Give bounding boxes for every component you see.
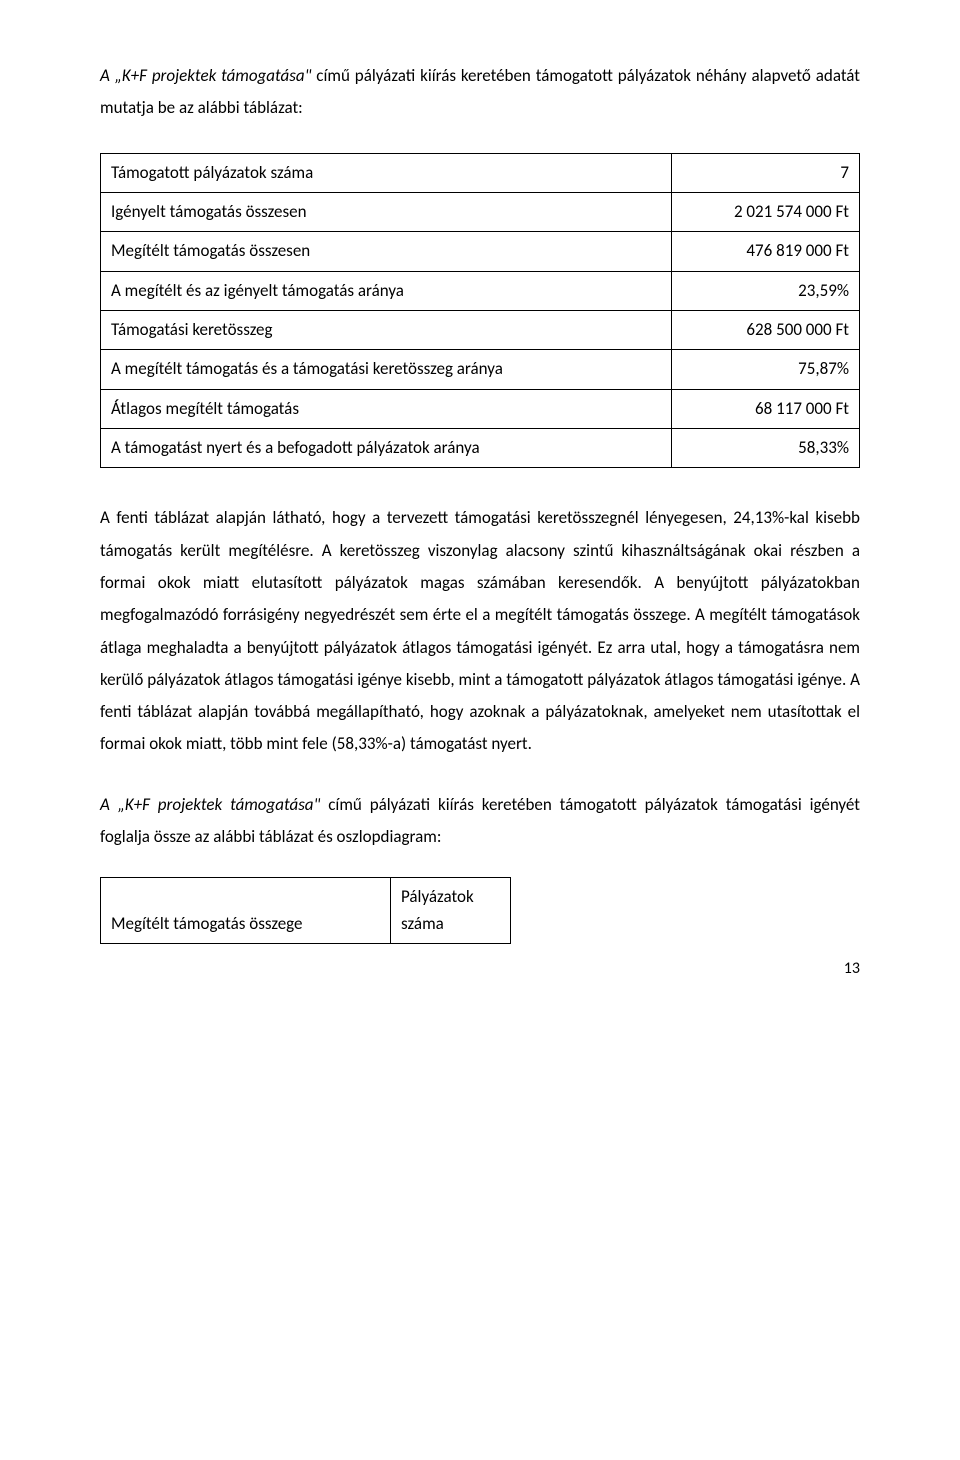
row-value: 58,33% — [671, 429, 859, 468]
table-row: Támogatott pályázatok száma 7 — [101, 153, 860, 192]
table-row: A megítélt és az igényelt támogatás arán… — [101, 271, 860, 310]
row-label: A támogatást nyert és a befogadott pályá… — [101, 429, 672, 468]
intro-italic: A „K+F projektek támogatása" — [100, 65, 311, 86]
row-label: Megítélt támogatás összesen — [101, 232, 672, 271]
footer-right: Pályázatok száma — [391, 878, 511, 944]
row-label: Igényelt támogatás összesen — [101, 192, 672, 231]
table-row: Támogatási keretösszeg 628 500 000 Ft — [101, 310, 860, 349]
row-value: 476 819 000 Ft — [671, 232, 859, 271]
row-value: 7 — [671, 153, 859, 192]
row-value: 75,87% — [671, 350, 859, 389]
summary-table: Támogatott pályázatok száma 7 Igényelt t… — [100, 153, 860, 469]
row-value: 2 021 574 000 Ft — [671, 192, 859, 231]
outro-paragraph: A „K+F projektek támogatása" című pályáz… — [100, 789, 860, 854]
row-label: A megítélt és az igényelt támogatás arán… — [101, 271, 672, 310]
footer-left: Megítélt támogatás összege — [101, 878, 391, 944]
footer-right-top: Pályázatok — [401, 886, 474, 907]
table-row: Megítélt támogatás összesen 476 819 000 … — [101, 232, 860, 271]
footer-table: Megítélt támogatás összege Pályázatok sz… — [100, 877, 511, 944]
table-row: A támogatást nyert és a befogadott pályá… — [101, 429, 860, 468]
row-label: Átlagos megítélt támogatás — [101, 389, 672, 428]
table-row: Megítélt támogatás összege Pályázatok sz… — [101, 878, 511, 944]
row-value: 68 117 000 Ft — [671, 389, 859, 428]
row-label: Támogatási keretösszeg — [101, 310, 672, 349]
row-label: A megítélt támogatás és a támogatási ker… — [101, 350, 672, 389]
analysis-paragraph: A fenti táblázat alapján látható, hogy a… — [100, 502, 860, 760]
row-value: 23,59% — [671, 271, 859, 310]
table-row: Igényelt támogatás összesen 2 021 574 00… — [101, 192, 860, 231]
table-row: Átlagos megítélt támogatás 68 117 000 Ft — [101, 389, 860, 428]
table-row: A megítélt támogatás és a támogatási ker… — [101, 350, 860, 389]
page-number: 13 — [100, 954, 860, 984]
outro-italic: A „K+F projektek támogatása" — [100, 794, 320, 815]
row-value: 628 500 000 Ft — [671, 310, 859, 349]
footer-right-bottom: száma — [401, 913, 444, 934]
row-label: Támogatott pályázatok száma — [101, 153, 672, 192]
intro-paragraph: A „K+F projektek támogatása" című pályáz… — [100, 60, 860, 125]
